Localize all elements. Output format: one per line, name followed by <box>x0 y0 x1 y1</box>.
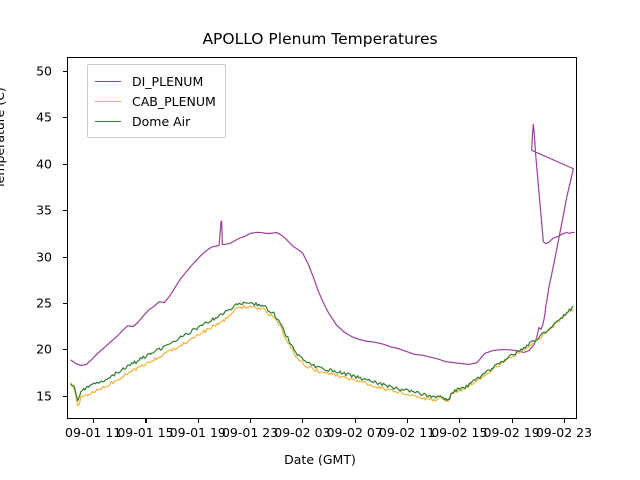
line-cab-plenum <box>70 304 574 407</box>
x-tick-label: 09-01 23 <box>221 425 279 440</box>
y-tick-label: 15 <box>36 388 52 404</box>
y-tick-label: 50 <box>36 63 52 79</box>
x-tick-mark <box>354 419 356 423</box>
x-tick-label: 09-02 19 <box>483 425 540 440</box>
y-tick-label: 30 <box>36 249 52 265</box>
x-tick-mark <box>93 419 95 423</box>
legend-label: Dome Air <box>132 113 191 129</box>
legend-label: CAB_PLENUM <box>132 93 216 109</box>
x-tick-label: 09-02 23 <box>535 425 593 440</box>
y-tick-mark <box>63 256 67 258</box>
x-tick-mark <box>563 419 566 423</box>
y-tick-label: 45 <box>36 109 52 125</box>
x-tick-mark <box>407 419 409 423</box>
x-tick-mark <box>197 419 199 423</box>
x-tick-label: 09-02 03 <box>274 425 331 440</box>
y-tick-mark <box>63 395 67 397</box>
y-tick-mark <box>63 70 67 73</box>
legend-label: DI_PLENUM <box>132 73 204 89</box>
x-tick-mark <box>250 419 252 423</box>
y-tick-mark <box>63 117 67 119</box>
legend-item: Dome Air <box>95 111 216 131</box>
x-tick-label: 09-01 15 <box>117 425 174 440</box>
y-tick-label: 35 <box>36 202 52 218</box>
line-di-plenum <box>70 123 575 366</box>
x-tick-label: 09-02 07 <box>326 425 383 440</box>
y-tick-mark <box>63 349 67 351</box>
legend-item: DI_PLENUM <box>95 71 216 91</box>
x-tick-label: 09-02 15 <box>431 425 488 440</box>
legend-swatch-icon <box>95 80 121 82</box>
x-tick-mark <box>511 419 513 423</box>
x-tick-label: 09-01 11 <box>65 425 122 440</box>
y-tick-label: 40 <box>36 156 52 172</box>
chart-legend: DI_PLENUM CAB_PLENUM Dome Air <box>87 64 226 138</box>
x-tick-mark <box>459 419 461 423</box>
y-tick-mark <box>63 302 67 305</box>
chart-title: APOLLO Plenum Temperatures <box>202 30 438 48</box>
x-tick-label: 09-02 11 <box>378 425 436 440</box>
legend-swatch-icon <box>95 100 121 102</box>
y-tick-mark <box>63 210 67 212</box>
line-dome-air <box>70 301 574 402</box>
y-tick-mark <box>63 163 67 165</box>
x-tick-mark <box>145 419 147 423</box>
x-tick-label: 09-01 19 <box>169 425 226 440</box>
legend-swatch-icon <box>95 120 121 122</box>
x-tick-mark <box>302 419 304 423</box>
x-axis-label: Date (GMT) <box>284 452 356 467</box>
y-tick-label: 20 <box>36 341 52 357</box>
y-tick-label: 25 <box>36 295 52 311</box>
series-lines <box>70 123 575 407</box>
legend-item: CAB_PLENUM <box>95 91 216 111</box>
